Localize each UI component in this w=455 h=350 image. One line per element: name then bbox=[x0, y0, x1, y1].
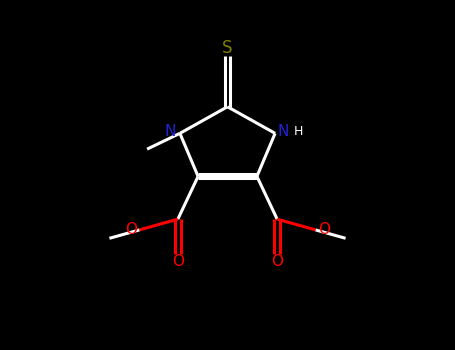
Text: O: O bbox=[271, 254, 283, 270]
Text: H: H bbox=[294, 125, 303, 138]
Text: N: N bbox=[164, 124, 176, 139]
Text: O: O bbox=[318, 223, 330, 237]
Text: O: O bbox=[125, 223, 137, 237]
Text: S: S bbox=[222, 39, 233, 57]
Text: N: N bbox=[278, 124, 289, 139]
Text: O: O bbox=[172, 254, 184, 270]
